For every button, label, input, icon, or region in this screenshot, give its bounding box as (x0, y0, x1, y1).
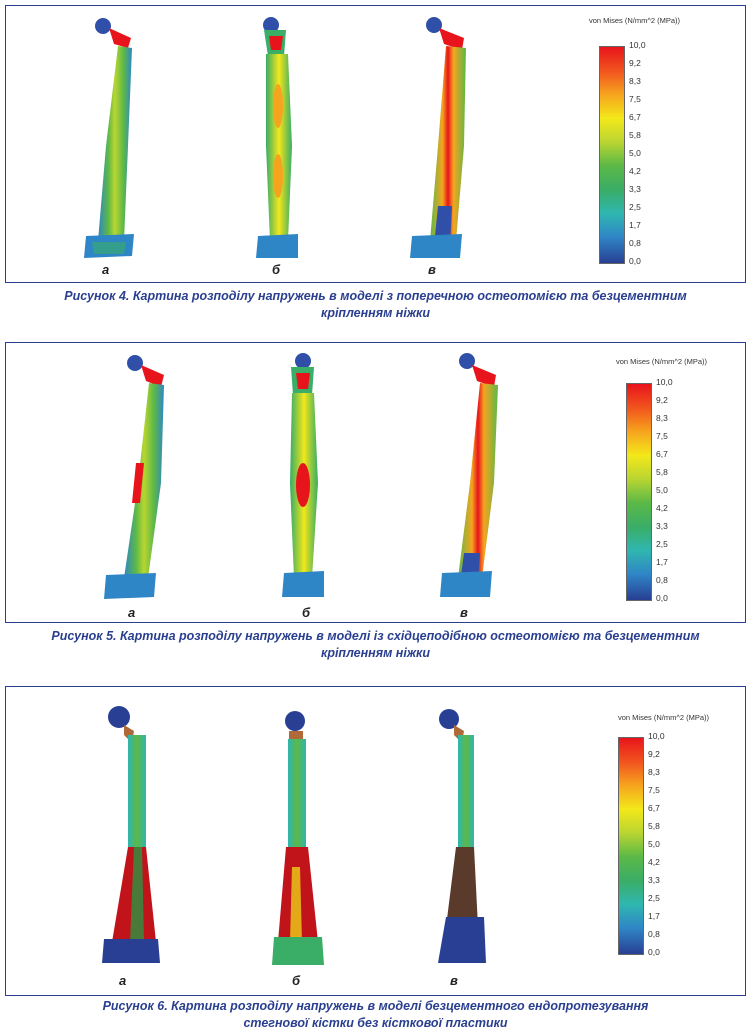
tick-label: 5,0 (629, 148, 641, 158)
figure-6-caption: Рисунок 6. Картина розподілу напружень в… (5, 998, 746, 1032)
tick-label: 4,2 (648, 857, 660, 867)
tick-label: 5,8 (629, 130, 641, 140)
figure-6: а б в von Mises (N/mm^2 (MPa)) 10,0 9,2 8,… (5, 686, 746, 1030)
subfigure-label-a: а (128, 605, 136, 620)
subfigure-label-b: б (302, 605, 311, 620)
tick-label: 5,0 (648, 839, 660, 849)
tick-label: 1,7 (648, 911, 660, 921)
femur-model-b (272, 711, 324, 965)
figure-4-models (84, 17, 466, 258)
femur-model-a (84, 18, 134, 258)
tick-label: 0,8 (629, 238, 641, 248)
figure-6-models (102, 706, 486, 965)
tick-label: 4,2 (629, 166, 641, 176)
caption-line-2: стегнової кістки без кісткової пластики (243, 1016, 508, 1030)
tick-label: 9,2 (648, 749, 660, 759)
tick-label: 8,3 (656, 413, 668, 423)
color-bar (626, 383, 652, 601)
tick-label: 6,7 (656, 449, 668, 459)
tick-label: 5,8 (648, 821, 660, 831)
caption-line-1: Рисунок 6. Картина розподілу напружень в… (102, 999, 649, 1013)
tick-label: 3,3 (648, 875, 660, 885)
caption-line-1: Рисунок 5. Картина розподілу напружень в… (51, 629, 700, 643)
tick-label: 0,8 (648, 929, 660, 939)
tick-label: 0,0 (629, 256, 641, 266)
tick-label: 7,5 (629, 94, 641, 104)
femur-model-a (102, 706, 160, 963)
tick-label: 10,0 (648, 731, 665, 741)
caption-line-1: Рисунок 4. Картина розподілу напружень в… (64, 289, 687, 303)
figure-6-frame: а б в von Mises (N/mm^2 (MPa)) 10,0 9,2 8,… (5, 686, 746, 996)
femur-model-c (438, 709, 486, 963)
figure-5-caption: Рисунок 5. Картина розподілу напружень в… (5, 628, 746, 662)
tick-label: 9,2 (656, 395, 668, 405)
figure-5-models (104, 353, 498, 599)
color-bar (599, 46, 625, 264)
caption-line-2: кріпленням ніжки (320, 306, 431, 320)
legend-title: von Mises (N/mm^2 (MPa)) (589, 16, 681, 25)
subfigure-label-b: б (292, 973, 301, 988)
subfigure-label-b: б (272, 262, 281, 277)
femur-model-b (256, 17, 298, 258)
tick-label: 2,5 (629, 202, 641, 212)
tick-label: 8,3 (648, 767, 660, 777)
tick-label: 10,0 (629, 40, 646, 50)
tick-label: 5,0 (656, 485, 668, 495)
subfigure-label-c: в (450, 973, 458, 988)
tick-label: 6,7 (629, 112, 641, 122)
figure-4-caption: Рисунок 4. Картина розподілу напружень в… (5, 288, 746, 322)
figure-4: а б в von Mises (N/mm^2 (MPa)) 10,0 9,2 8,… (5, 5, 746, 320)
tick-label: 9,2 (629, 58, 641, 68)
tick-label: 6,7 (648, 803, 660, 813)
figure-5-frame: а б в von Mises (N/mm^2 (MPa)) 10,0 9,2 8,… (5, 342, 746, 623)
subfigure-label-a: а (102, 262, 110, 277)
tick-label: 4,2 (656, 503, 668, 513)
caption-line-2: кріпленням ніжки (320, 646, 431, 660)
subfigure-label-a: а (119, 973, 127, 988)
tick-label: 3,3 (629, 184, 641, 194)
figure-4-frame: а б в von Mises (N/mm^2 (MPa)) 10,0 9,2 8,… (5, 5, 746, 283)
color-bar (618, 737, 644, 955)
femur-model-c (440, 353, 498, 597)
tick-label: 8,3 (629, 76, 641, 86)
tick-label: 3,3 (656, 521, 668, 531)
tick-label: 7,5 (648, 785, 660, 795)
legend-title: von Mises (N/mm^2 (MPa)) (618, 713, 710, 722)
tick-label: 0,0 (648, 947, 660, 957)
legend-title: von Mises (N/mm^2 (MPa)) (616, 357, 708, 366)
tick-label: 2,5 (656, 539, 668, 549)
tick-label: 10,0 (656, 377, 673, 387)
tick-label: 0,8 (656, 575, 668, 585)
femur-model-b (282, 353, 324, 597)
tick-label: 7,5 (656, 431, 668, 441)
femur-model-a (104, 355, 164, 599)
tick-label: 1,7 (629, 220, 641, 230)
tick-label: 0,0 (656, 593, 668, 603)
femur-model-c (410, 17, 466, 258)
figure-5: а б в von Mises (N/mm^2 (MPa)) 10,0 9,2 8,… (5, 342, 746, 660)
tick-label: 5,8 (656, 467, 668, 477)
subfigure-label-c: в (460, 605, 468, 620)
subfigure-label-c: в (428, 262, 436, 277)
tick-label: 1,7 (656, 557, 668, 567)
tick-label: 2,5 (648, 893, 660, 903)
